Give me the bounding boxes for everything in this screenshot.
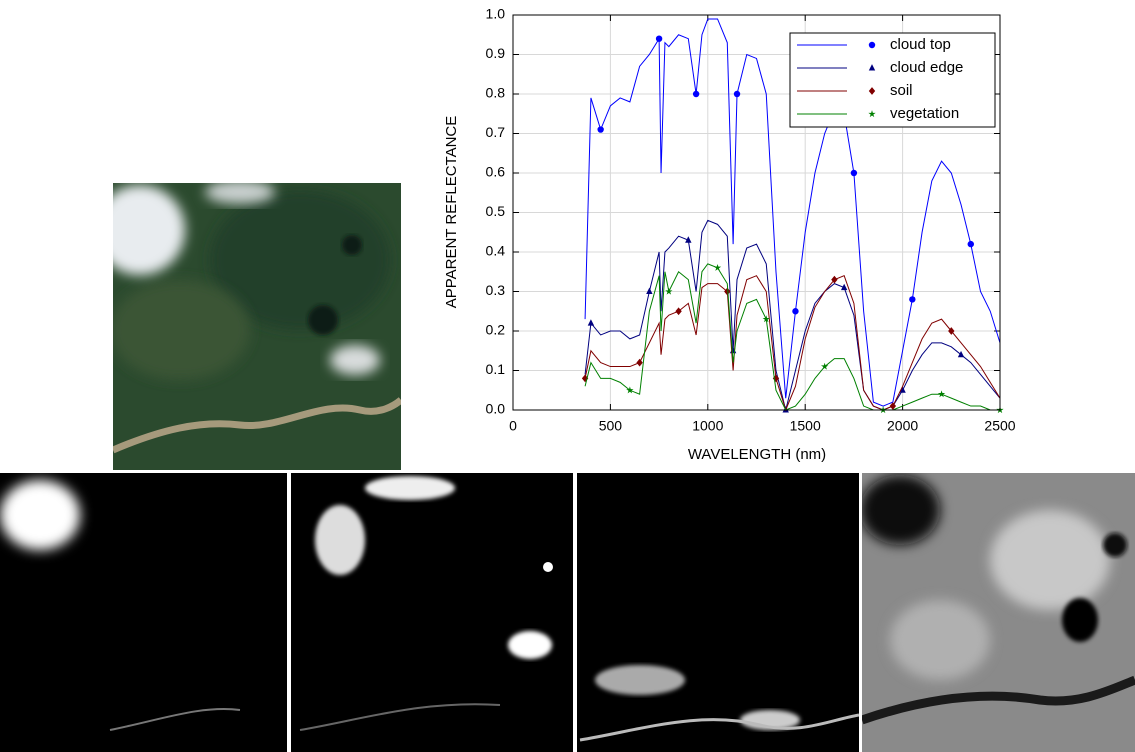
y-tick-label: 0.2 [486,322,506,338]
marker [968,241,974,247]
x-tick-label: 1000 [692,418,723,434]
abundance-map-1 [0,473,287,752]
legend-marker [869,42,875,48]
legend-label: soil [890,82,913,99]
y-axis-label: APPARENT REFLECTANCE [443,116,460,309]
abundance-map-2 [291,473,573,752]
x-tick-label: 2500 [984,418,1015,434]
marker [656,36,662,42]
chart: WAVELENGTH (nm) APPARENT REFLECTANCE 0.0… [0,0,1135,752]
abundance-map-4 [860,473,1135,752]
abundance-map-3 [577,473,859,752]
legend-label: vegetation [890,105,959,122]
x-tick-label: 500 [599,418,623,434]
marker [851,170,857,176]
marker [909,296,915,302]
y-tick-label: 0.3 [486,282,506,298]
marker [734,91,740,97]
y-tick-label: 0.1 [486,361,506,377]
y-tick-label: 0.6 [486,164,506,180]
rgb-image [95,180,401,470]
x-tick-label: 0 [509,418,517,434]
marker [597,126,603,132]
y-tick-label: 0.8 [486,85,506,101]
y-tick-label: 0.0 [486,401,506,417]
marker [693,91,699,97]
figure: WAVELENGTH (nm) APPARENT REFLECTANCE 0.0… [0,0,1135,752]
y-tick-label: 1.0 [486,6,506,22]
x-tick-label: 2000 [887,418,918,434]
legend-label: cloud top [890,36,951,53]
legend-label: cloud edge [890,59,963,76]
x-axis-label: WAVELENGTH (nm) [688,446,826,463]
y-tick-label: 0.5 [486,203,506,219]
y-tick-label: 0.9 [486,45,506,61]
y-tick-label: 0.7 [486,124,506,140]
y-tick-label: 0.4 [486,243,506,259]
x-tick-label: 1500 [790,418,821,434]
marker [792,308,798,314]
